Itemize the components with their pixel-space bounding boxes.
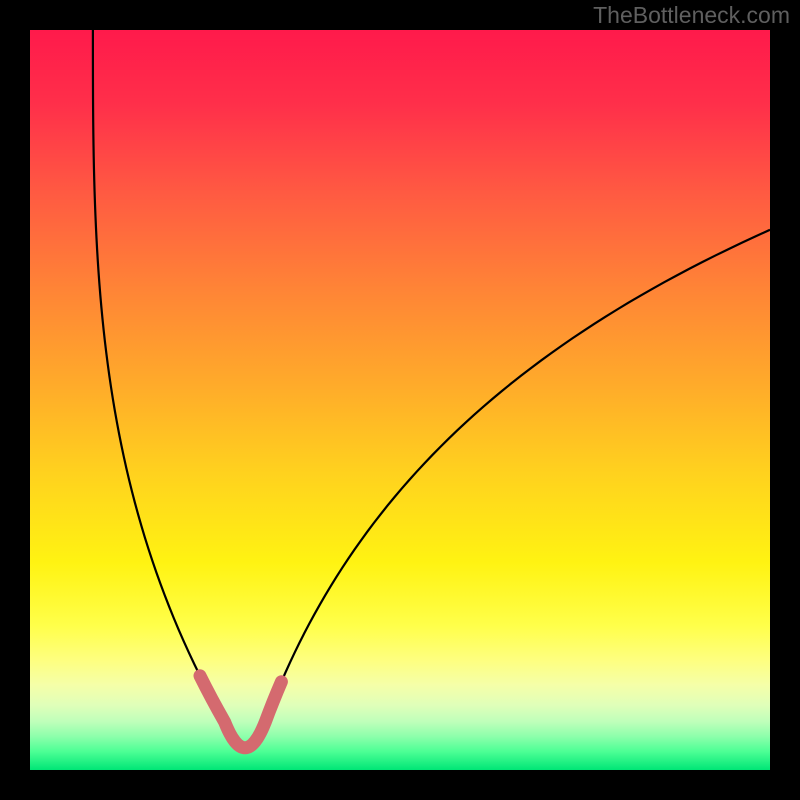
stage: TheBottleneck.com (0, 0, 800, 800)
gradient-background (30, 30, 770, 770)
plot-area (0, 0, 800, 800)
chart-svg (0, 0, 800, 800)
watermark-text: TheBottleneck.com (593, 2, 790, 29)
